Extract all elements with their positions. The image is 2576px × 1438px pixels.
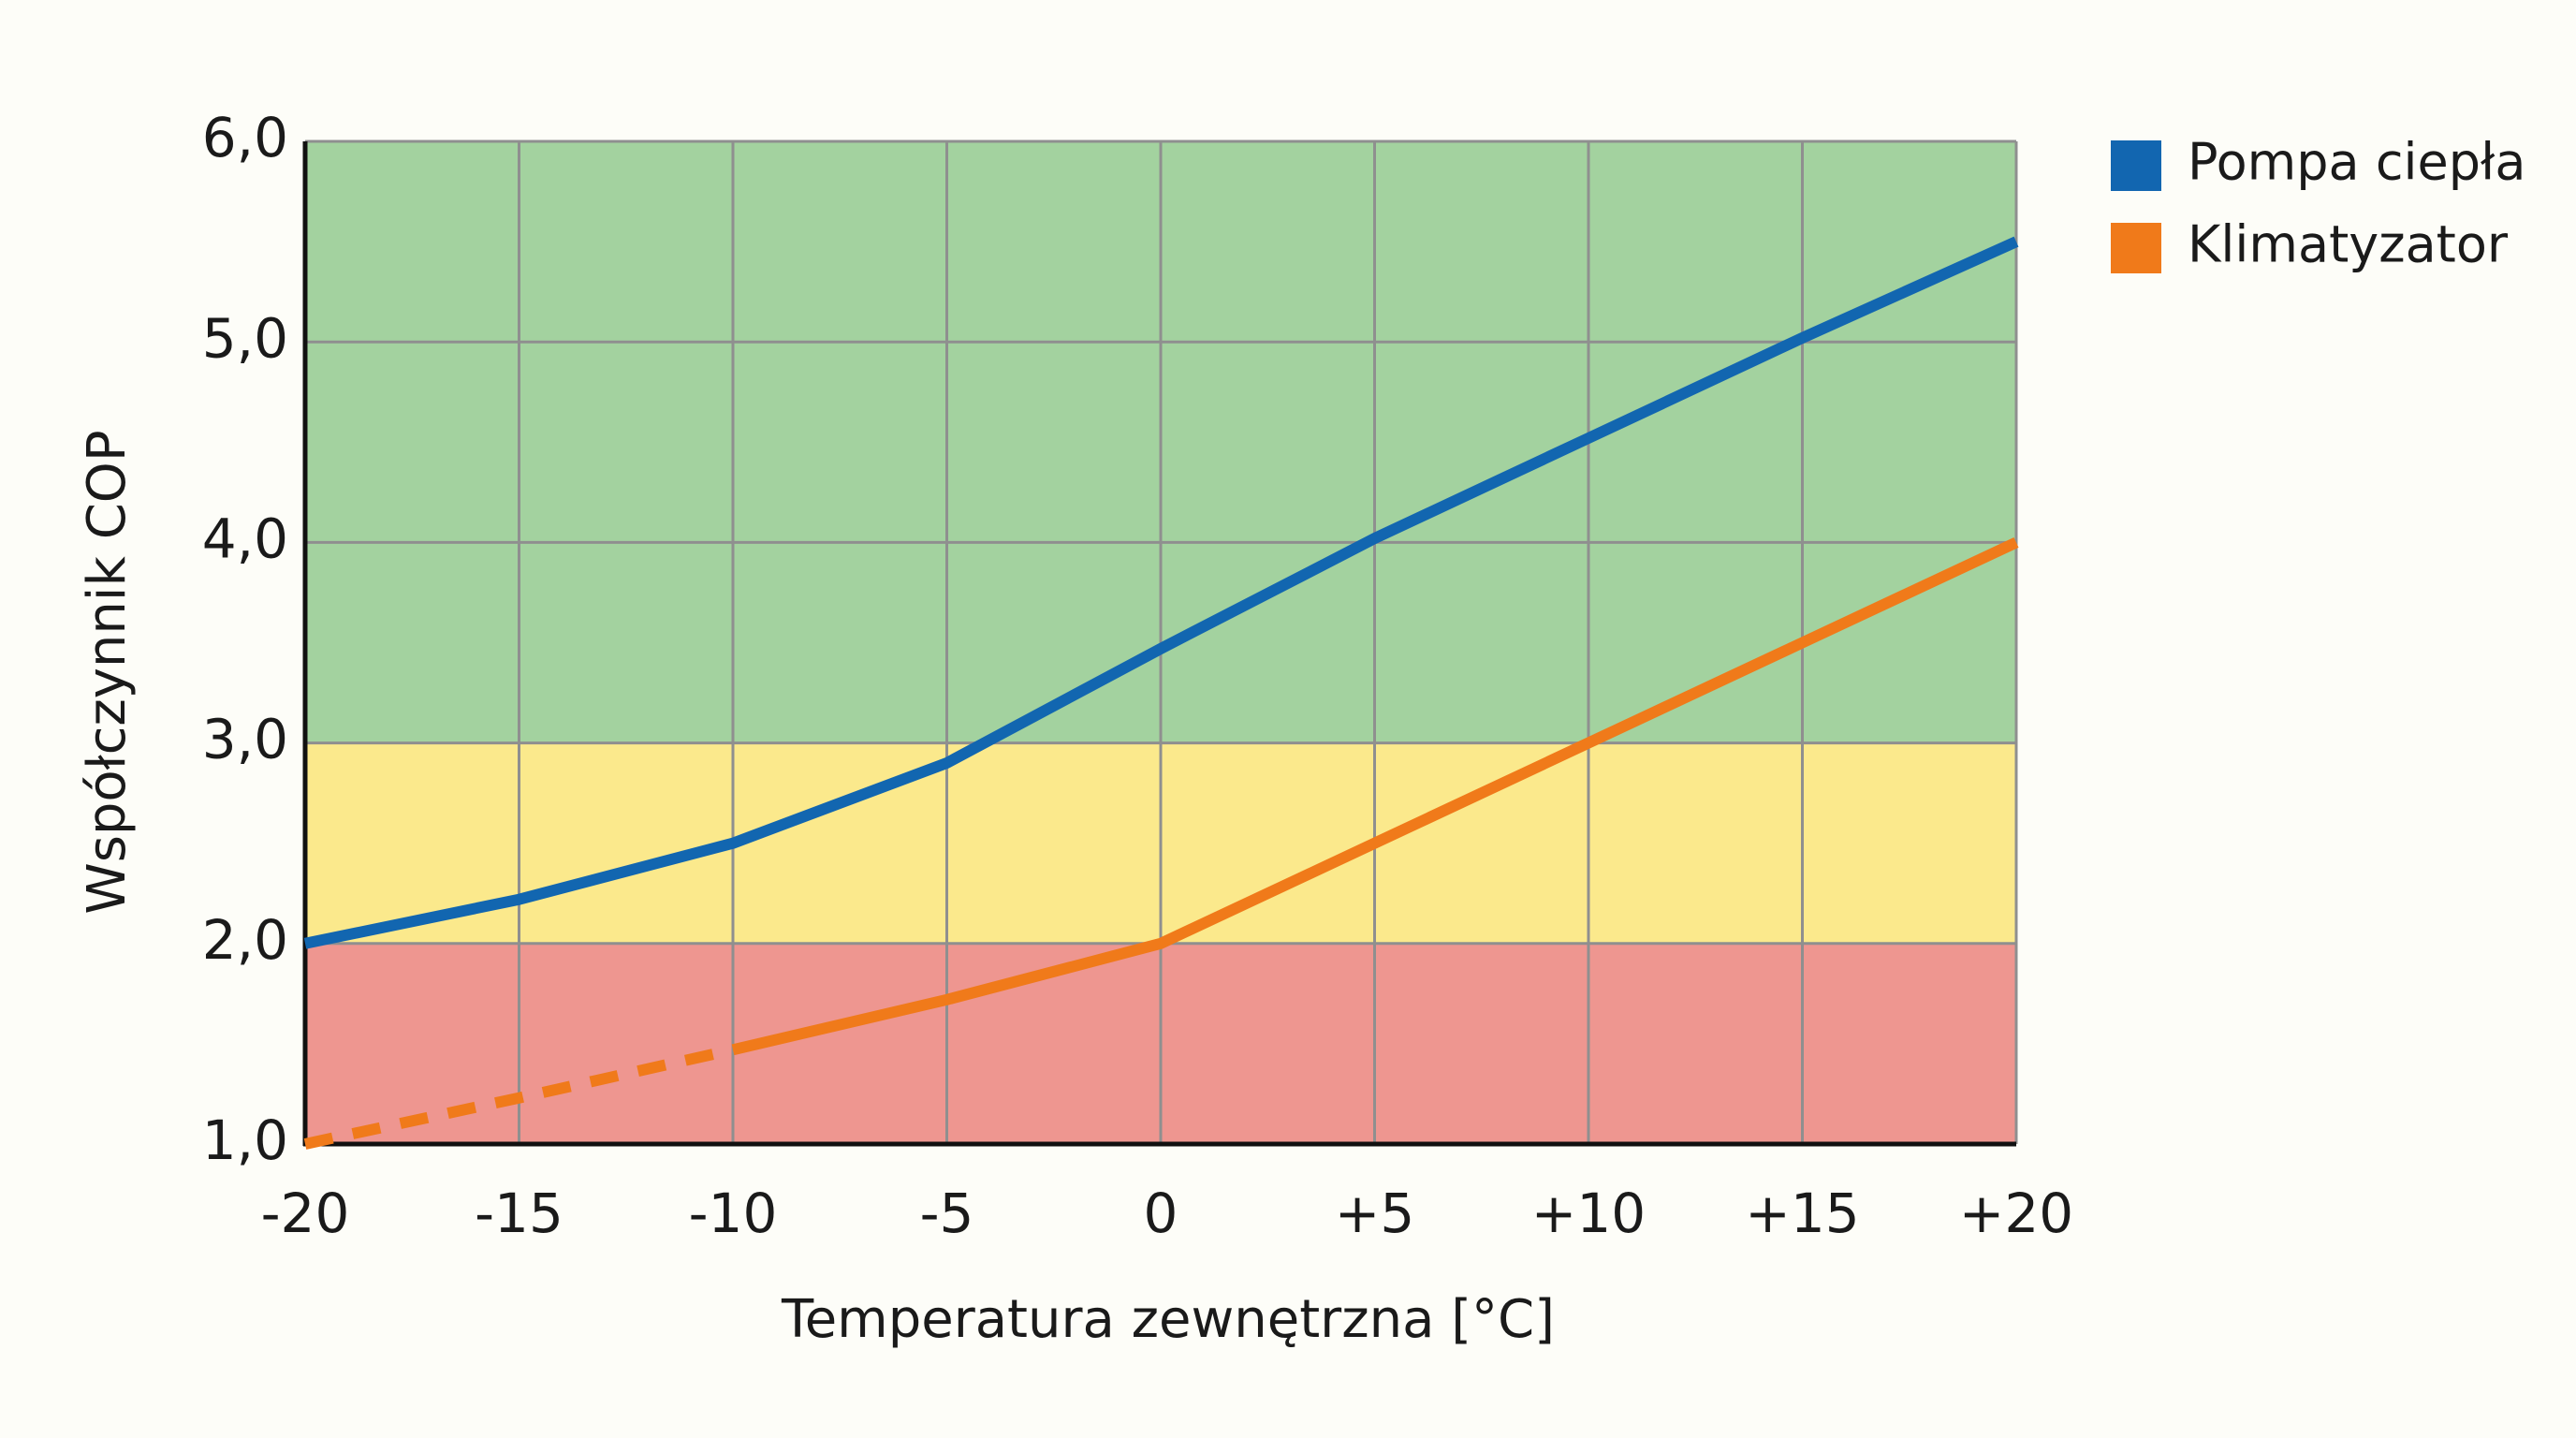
legend-swatch bbox=[2111, 223, 2161, 273]
y-tick-label: 6,0 bbox=[202, 106, 288, 169]
x-tick-label: +15 bbox=[1745, 1181, 1859, 1245]
grid bbox=[302, 139, 2018, 1147]
y-tick-label: 5,0 bbox=[202, 306, 288, 370]
series-line bbox=[731, 536, 2019, 1056]
x-tick-label: +10 bbox=[1531, 1181, 1646, 1245]
labels: 1,0 2,0 3,0 4,0 5,0 6,0 -20 -15 -10 -5 0 +5 +10 +15 +2… bbox=[202, 106, 2526, 1245]
y-tick-label: 4,0 bbox=[202, 507, 288, 571]
x-tick-label: -10 bbox=[689, 1181, 778, 1245]
y-tick-label: 2,0 bbox=[202, 908, 288, 972]
x-axis-title: Temperatura zewnętrzna [°C] bbox=[781, 1289, 1555, 1350]
x-tick-label: 0 bbox=[1144, 1181, 1178, 1245]
lines bbox=[303, 236, 2019, 1150]
y-axis-title: Współczynnik COP bbox=[77, 430, 138, 914]
x-tick-label: +20 bbox=[1959, 1181, 2073, 1245]
legend-label: Klimatyzator bbox=[2188, 215, 2509, 274]
x-tick-label: +5 bbox=[1335, 1181, 1415, 1245]
y-tick-label: 3,0 bbox=[202, 708, 288, 771]
legend-label: Pompa ciepła bbox=[2188, 133, 2525, 192]
legend-swatch bbox=[2111, 140, 2161, 191]
series-line bbox=[303, 236, 2019, 949]
x-tick-label: -20 bbox=[261, 1181, 350, 1245]
y-tick-label: 1,0 bbox=[202, 1108, 288, 1172]
x-tick-label: -5 bbox=[920, 1181, 974, 1245]
series-line bbox=[303, 1044, 735, 1150]
x-tick-label: -15 bbox=[475, 1181, 564, 1245]
